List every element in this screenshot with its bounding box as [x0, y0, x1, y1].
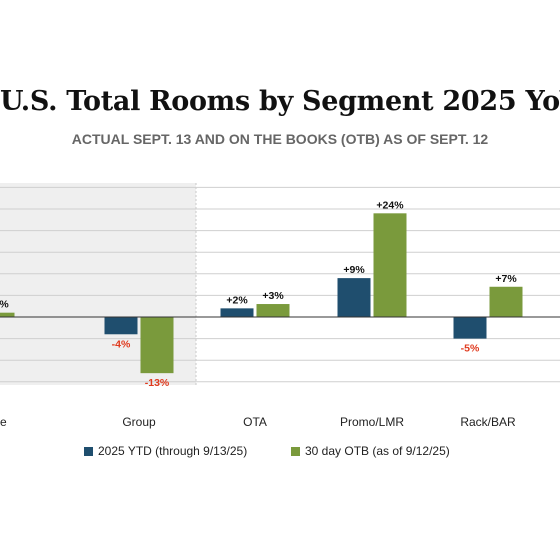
bar-ytd-ota [220, 308, 254, 317]
category-label: Group [122, 415, 156, 429]
legend-swatch-2025-ytd [84, 447, 93, 456]
category-label: Promo/LMR [340, 415, 404, 429]
legend-swatch-30day-otb [291, 447, 300, 456]
data-label-ytd: -4% [112, 338, 131, 350]
data-label-otb: +7% [495, 273, 517, 285]
category-label: Corporate [0, 415, 7, 429]
category-label: OTA [243, 415, 267, 429]
legend-item-30day-otb: 30 day OTB (as of 9/12/25) [291, 444, 450, 458]
legend-item-2025-ytd: 2025 YTD (through 9/13/25) [84, 444, 247, 458]
bar-ytd-rack-bar [453, 317, 487, 339]
legend-label-2025-ytd: 2025 YTD (through 9/13/25) [98, 444, 248, 458]
bar-otb-promo-lmr [373, 213, 407, 317]
bar-ytd-group [104, 317, 138, 335]
bar-otb-rack-bar [489, 286, 523, 317]
legend-label-30day-otb: 30 day OTB (as of 9/12/25) [305, 444, 450, 458]
data-label-ytd: +2% [226, 294, 248, 306]
data-label-otb: -13% [145, 377, 170, 389]
data-label-otb: +1% [0, 299, 9, 311]
bar-otb-corporate [0, 312, 15, 317]
bar-otb-group [140, 317, 174, 374]
chart-subtitle: ACTUAL SEPT. 13 AND ON THE BOOKS (OTB) A… [71, 131, 489, 147]
data-label-ytd: -5% [461, 343, 480, 355]
data-label-otb: +24% [376, 199, 404, 211]
category-label: Rack/BAR [460, 415, 516, 429]
data-label-otb: +3% [262, 290, 284, 302]
chart-legend: 2025 YTD (through 9/13/25) 30 day OTB (a… [0, 444, 560, 464]
bar-otb-ota [256, 304, 290, 317]
data-label-ytd: +9% [343, 264, 365, 276]
chart-title: U.S. Total Rooms by Segment 2025 YoY [0, 86, 560, 117]
bar-ytd-promo-lmr [337, 278, 371, 317]
